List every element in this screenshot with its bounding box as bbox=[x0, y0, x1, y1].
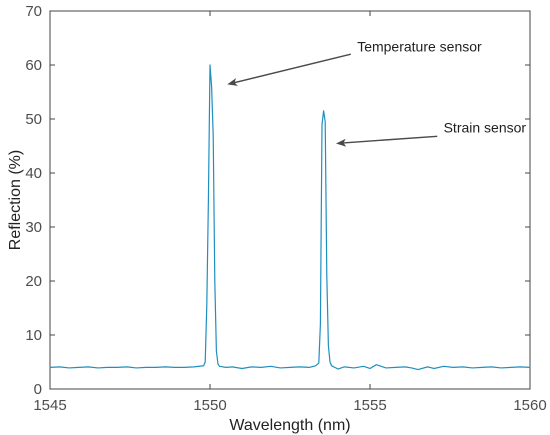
temperature-sensor-annotation: Temperature sensor bbox=[357, 39, 482, 55]
y-tick-label: 70 bbox=[25, 3, 42, 20]
plot-area-border bbox=[49, 10, 531, 390]
temperature-sensor-arrow bbox=[227, 53, 351, 86]
y-tick-label: 30 bbox=[25, 219, 42, 236]
y-tick-label: 50 bbox=[25, 111, 42, 128]
strain-sensor-arrow bbox=[336, 135, 438, 147]
y-axis-label: Reflection (%) bbox=[7, 150, 24, 250]
y-tick-label: 10 bbox=[25, 327, 42, 344]
y-tick-label: 20 bbox=[25, 273, 42, 290]
strain-sensor-annotation: Strain sensor bbox=[444, 120, 527, 136]
x-tick-label: 1555 bbox=[353, 397, 386, 414]
x-tick-label: 1550 bbox=[193, 397, 226, 414]
y-tick-label: 0 bbox=[34, 381, 42, 398]
series-line-1 bbox=[49, 64, 531, 371]
y-tick-label: 60 bbox=[25, 57, 42, 74]
y-tick-label: 40 bbox=[25, 165, 42, 182]
x-tick-label: 1545 bbox=[33, 397, 66, 414]
x-tick-label: 1560 bbox=[513, 397, 546, 414]
x-axis-label: Wavelength (nm) bbox=[229, 417, 350, 434]
